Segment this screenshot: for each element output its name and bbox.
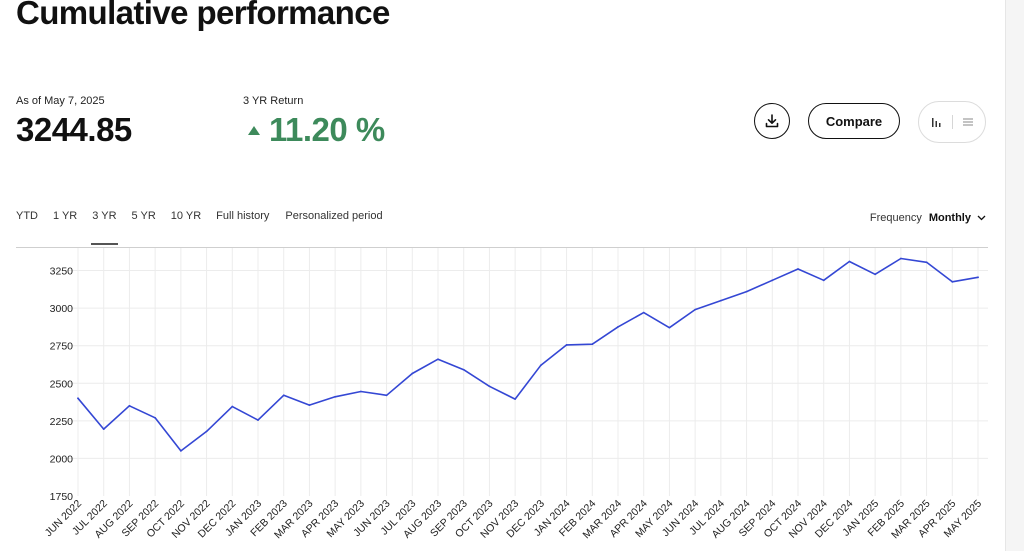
frequency-select[interactable]: Monthly bbox=[922, 212, 986, 224]
index-value: 3244.85 bbox=[16, 111, 132, 148]
chart-top-border bbox=[16, 247, 988, 248]
page-scrollbar[interactable] bbox=[1005, 0, 1024, 551]
chart-view-button[interactable] bbox=[931, 116, 943, 128]
y-tick-label: 2750 bbox=[50, 341, 74, 353]
period-tab-full-history[interactable]: Full history bbox=[216, 210, 270, 222]
data-point bbox=[102, 428, 105, 431]
y-tick-label: 3250 bbox=[50, 266, 74, 278]
return-label: 3 YR Return bbox=[243, 95, 304, 107]
data-point bbox=[771, 279, 774, 282]
data-point bbox=[437, 358, 439, 361]
data-point bbox=[488, 385, 491, 388]
as-of-date-label: As of May 7, 2025 bbox=[16, 95, 105, 107]
data-point bbox=[359, 390, 362, 393]
period-tab-10yr[interactable]: 10 YR bbox=[170, 210, 202, 222]
data-point bbox=[179, 450, 182, 452]
data-point bbox=[205, 430, 208, 433]
data-point bbox=[874, 273, 877, 276]
data-point bbox=[745, 290, 748, 293]
return-value: 11.20 % bbox=[248, 111, 385, 149]
data-point bbox=[462, 368, 465, 371]
up-arrow-icon bbox=[248, 125, 260, 135]
frequency-label: Frequency bbox=[869, 212, 922, 224]
data-point bbox=[668, 326, 671, 329]
period-tab-3yr[interactable]: 3 YR bbox=[91, 210, 118, 245]
period-tabs: YTD 1 YR 3 YR 5 YR 10 YR Full history Pe… bbox=[16, 210, 383, 245]
data-point bbox=[848, 260, 851, 263]
bar-chart-icon bbox=[931, 118, 940, 127]
data-point bbox=[591, 343, 594, 346]
table-view-button[interactable] bbox=[962, 116, 974, 128]
data-point bbox=[617, 326, 619, 328]
data-point bbox=[154, 416, 157, 419]
data-point bbox=[77, 397, 79, 400]
view-toggle bbox=[918, 101, 986, 143]
compare-button[interactable]: Compare bbox=[808, 103, 900, 139]
data-point bbox=[411, 372, 414, 375]
series-line bbox=[77, 257, 979, 452]
list-icon bbox=[962, 118, 973, 126]
data-point bbox=[334, 395, 337, 398]
period-tab-personalized[interactable]: Personalized period bbox=[285, 210, 383, 222]
data-point bbox=[231, 405, 234, 408]
toggle-divider bbox=[951, 115, 953, 129]
data-point bbox=[899, 257, 902, 260]
frequency-value: Monthly bbox=[928, 212, 971, 224]
data-point bbox=[719, 299, 722, 302]
data-point bbox=[977, 276, 979, 279]
data-point bbox=[308, 404, 311, 406]
y-tick-label: 2500 bbox=[50, 378, 74, 390]
data-point bbox=[282, 394, 285, 397]
frequency-control: Frequency Monthly bbox=[870, 212, 986, 224]
period-tab-5yr[interactable]: 5 YR bbox=[131, 210, 156, 222]
data-point bbox=[951, 280, 954, 283]
y-tick-label: 1750 bbox=[50, 491, 74, 503]
data-point bbox=[257, 419, 259, 421]
y-tick-label: 2250 bbox=[50, 416, 74, 428]
return-value-text: 11.20 % bbox=[269, 111, 385, 148]
period-tab-ytd[interactable]: YTD bbox=[16, 210, 38, 222]
download-icon bbox=[765, 114, 779, 128]
data-point bbox=[565, 344, 568, 346]
chevron-down-icon bbox=[977, 215, 986, 221]
data-point bbox=[539, 364, 542, 367]
data-point bbox=[128, 404, 131, 407]
y-tick-label: 2000 bbox=[50, 453, 74, 465]
data-point bbox=[925, 261, 928, 264]
data-point bbox=[694, 308, 697, 311]
data-point bbox=[642, 311, 645, 314]
data-point bbox=[797, 268, 799, 270]
data-point bbox=[385, 394, 388, 397]
data-point bbox=[514, 398, 517, 400]
download-button[interactable] bbox=[754, 103, 790, 139]
period-tab-1yr[interactable]: 1 YR bbox=[53, 210, 78, 222]
page-title: Cumulative performance bbox=[16, 0, 390, 31]
data-point bbox=[822, 279, 825, 282]
y-tick-label: 3000 bbox=[50, 303, 74, 315]
